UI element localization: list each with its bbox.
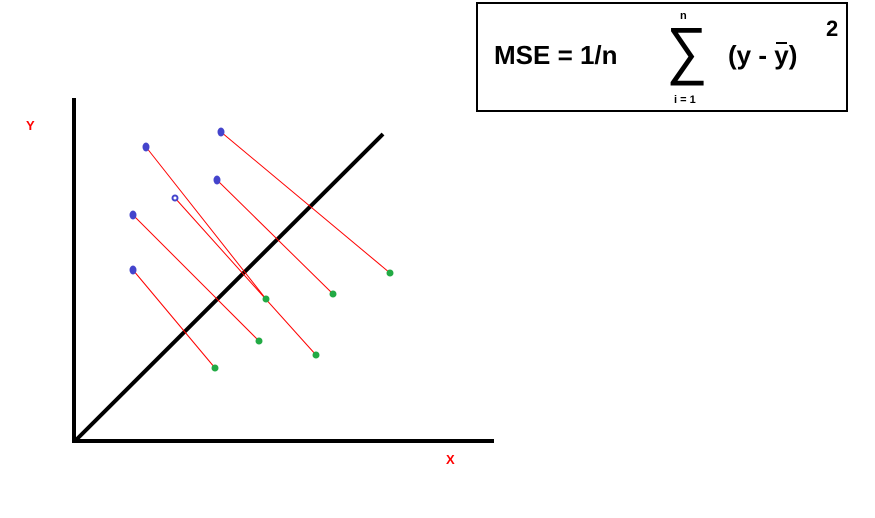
sum-upper-limit: n	[680, 10, 687, 22]
formula-lhs: MSE = 1/n	[494, 40, 618, 70]
residual-line	[220, 131, 391, 274]
predicted-point	[386, 269, 394, 277]
summation-sign: ∑	[666, 14, 708, 86]
formula-exponent: 2	[826, 16, 839, 41]
actual-point	[142, 142, 150, 152]
residual-line	[216, 179, 334, 295]
term-open: (y -	[728, 40, 775, 70]
residual-line	[174, 197, 317, 356]
y-bar: y	[774, 40, 789, 70]
predicted-point	[211, 364, 219, 372]
formula-term: (y - y)	[728, 40, 797, 71]
sum-lower-limit: i = 1	[674, 94, 696, 106]
y-axis-label: Y	[26, 118, 35, 133]
residual-line	[132, 214, 260, 342]
actual-point	[129, 265, 137, 275]
x-axis-label: X	[446, 452, 455, 467]
predicted-point	[255, 337, 263, 345]
actual-point	[129, 210, 137, 220]
term-close: )	[788, 40, 798, 70]
regression-line	[74, 132, 385, 442]
predicted-point	[329, 290, 337, 298]
actual-point	[217, 127, 225, 137]
residual-line	[132, 269, 216, 369]
data-points	[129, 127, 394, 372]
mse-formula-box: MSE = 1/n ∑ n i = 1 (y - y)	[476, 2, 848, 112]
predicted-point	[312, 351, 320, 359]
residual-line	[145, 146, 267, 300]
predicted-point	[262, 295, 270, 303]
actual-point	[213, 175, 221, 185]
actual-point	[171, 194, 179, 202]
